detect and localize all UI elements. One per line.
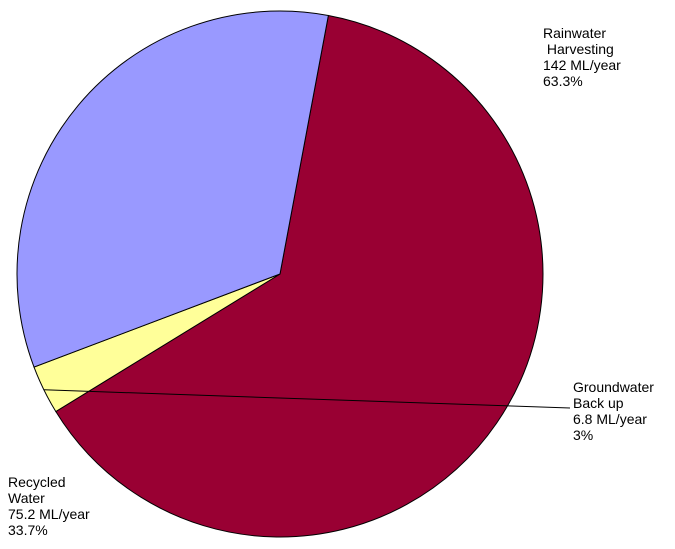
slice-label-line: 3% <box>573 427 593 443</box>
slice-labels: Rainwater Harvesting 142 ML/year 63.3% Grou… <box>8 25 654 538</box>
slice-label-line: 142 ML/year <box>543 57 621 73</box>
groundwater-leader-line <box>43 389 571 409</box>
slice-label: Recycled Water 75.2 ML/year 33.7% <box>8 474 90 538</box>
slice-label-line: 63.3% <box>543 73 583 89</box>
slice-label-line: Harvesting <box>543 41 614 57</box>
slice-label: Groundwater Back up 6.8 ML/year 3% <box>573 379 654 443</box>
slice-label-line: Groundwater <box>573 379 654 395</box>
slice-label-line: 75.2 ML/year <box>8 506 90 522</box>
pie-slices <box>16 10 544 538</box>
slice-rainwater-harvesting <box>55 14 544 538</box>
slice-label-line: 6.8 ML/year <box>573 411 647 427</box>
slice-label-line: Rainwater <box>543 25 606 41</box>
slice-label-line: Water <box>8 490 45 506</box>
slice-recycled-water <box>16 10 329 368</box>
slice-label: Rainwater Harvesting 142 ML/year 63.3% <box>543 25 621 89</box>
slice-label-line: 33.7% <box>8 522 48 538</box>
slice-label-line: Back up <box>573 395 624 411</box>
slice-label-line: Recycled <box>8 474 66 490</box>
